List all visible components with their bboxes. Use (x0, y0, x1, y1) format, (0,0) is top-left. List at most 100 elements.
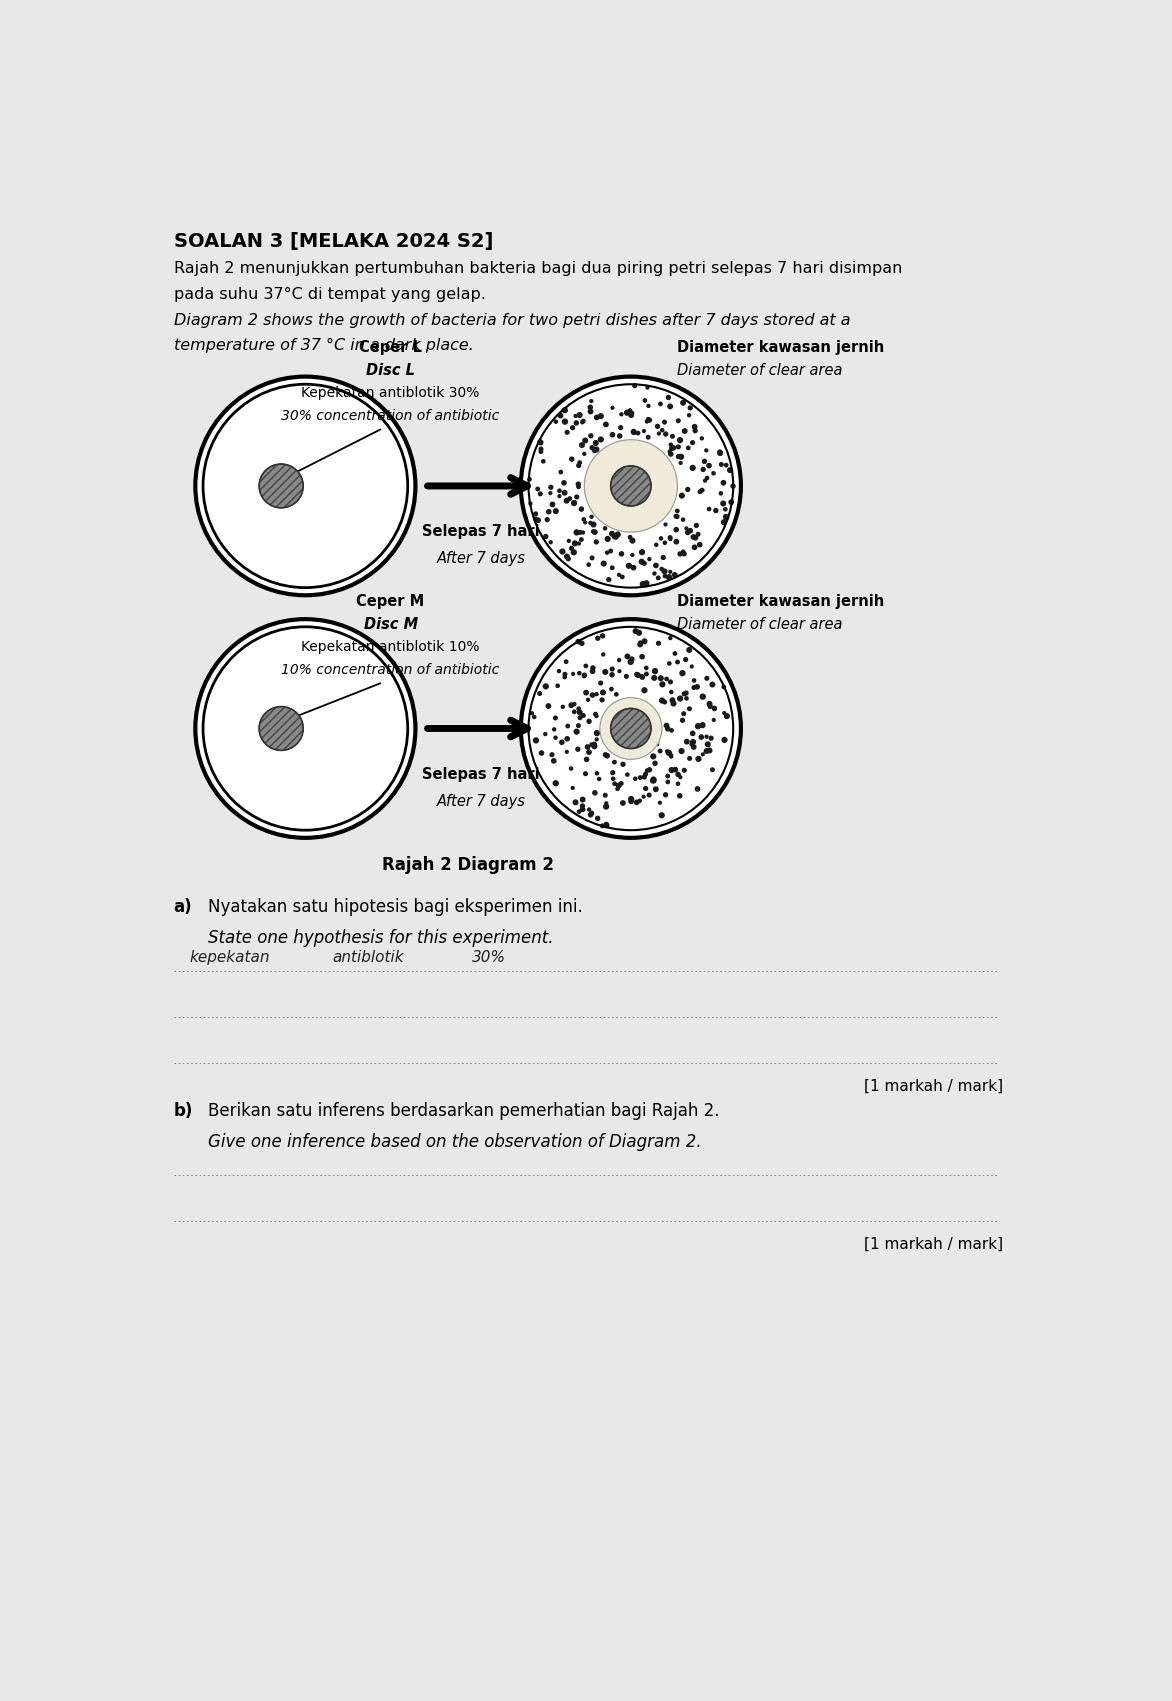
Circle shape (577, 485, 580, 488)
Circle shape (665, 522, 667, 526)
Circle shape (582, 674, 586, 677)
Circle shape (588, 813, 593, 816)
Circle shape (711, 471, 715, 475)
Text: Selepas 7 hari: Selepas 7 hari (422, 524, 540, 539)
Circle shape (710, 682, 715, 687)
Circle shape (650, 779, 654, 782)
Circle shape (553, 509, 558, 514)
Circle shape (707, 463, 711, 468)
Circle shape (577, 464, 580, 468)
Circle shape (657, 432, 660, 435)
Circle shape (722, 686, 725, 689)
Circle shape (574, 420, 578, 425)
Circle shape (578, 461, 581, 464)
Text: After 7 days: After 7 days (437, 794, 526, 810)
Circle shape (677, 794, 682, 798)
Circle shape (696, 532, 700, 536)
Circle shape (674, 514, 677, 517)
Text: Rajah 2 Diagram 2: Rajah 2 Diagram 2 (382, 856, 554, 874)
Circle shape (539, 447, 543, 451)
Circle shape (573, 703, 575, 706)
Circle shape (669, 452, 673, 456)
Circle shape (568, 497, 572, 500)
Circle shape (577, 413, 582, 417)
Circle shape (682, 429, 687, 434)
Circle shape (599, 413, 604, 418)
Circle shape (682, 692, 686, 696)
Circle shape (690, 731, 695, 735)
Text: Diameter of clear area: Diameter of clear area (677, 362, 843, 378)
Circle shape (534, 512, 538, 515)
Circle shape (666, 726, 670, 731)
Circle shape (558, 413, 563, 418)
Circle shape (684, 740, 689, 743)
Circle shape (604, 805, 608, 810)
Circle shape (643, 772, 647, 776)
Circle shape (566, 556, 571, 561)
Circle shape (574, 495, 579, 498)
Circle shape (591, 692, 594, 697)
Circle shape (565, 430, 570, 434)
Circle shape (722, 521, 727, 524)
Circle shape (594, 731, 599, 735)
Circle shape (570, 458, 574, 461)
Circle shape (646, 386, 649, 390)
Circle shape (563, 418, 567, 424)
Circle shape (595, 692, 598, 696)
Circle shape (669, 444, 673, 446)
Circle shape (605, 822, 608, 827)
Text: Berikan satu inferens berdasarkan pemerhatian bagi Rajah 2.: Berikan satu inferens berdasarkan pemerh… (209, 1102, 720, 1119)
Circle shape (706, 677, 709, 680)
Circle shape (601, 561, 606, 566)
Circle shape (598, 777, 601, 781)
Circle shape (533, 738, 538, 743)
Circle shape (695, 788, 700, 791)
Circle shape (538, 692, 541, 696)
Circle shape (626, 772, 629, 776)
Circle shape (697, 543, 702, 546)
Circle shape (693, 544, 696, 549)
Circle shape (595, 636, 600, 640)
Circle shape (636, 432, 640, 435)
Circle shape (581, 714, 585, 718)
Circle shape (673, 651, 676, 655)
Text: Disc L: Disc L (366, 362, 415, 378)
Circle shape (585, 757, 588, 762)
Text: After 7 days: After 7 days (437, 551, 526, 566)
Circle shape (558, 670, 560, 672)
Circle shape (606, 551, 608, 555)
Circle shape (600, 697, 662, 759)
Circle shape (577, 481, 580, 486)
Circle shape (731, 485, 735, 488)
Circle shape (571, 549, 577, 555)
Circle shape (661, 429, 663, 432)
Circle shape (560, 549, 565, 555)
Circle shape (690, 441, 695, 444)
Circle shape (538, 441, 543, 444)
Circle shape (718, 451, 722, 456)
Circle shape (682, 549, 684, 553)
Circle shape (704, 449, 708, 452)
Circle shape (611, 407, 614, 410)
Circle shape (601, 691, 605, 694)
Circle shape (558, 490, 561, 492)
Circle shape (690, 466, 695, 469)
Circle shape (577, 725, 580, 728)
Circle shape (676, 446, 680, 449)
Circle shape (579, 507, 584, 512)
Circle shape (652, 675, 656, 680)
Circle shape (605, 754, 609, 759)
Circle shape (691, 686, 696, 689)
Circle shape (599, 680, 602, 686)
Circle shape (591, 556, 594, 560)
Circle shape (668, 536, 672, 539)
Circle shape (676, 454, 680, 458)
Circle shape (575, 747, 580, 752)
Circle shape (662, 420, 667, 424)
Circle shape (631, 553, 634, 556)
Circle shape (602, 670, 607, 674)
Circle shape (679, 776, 682, 779)
Circle shape (594, 415, 599, 420)
Circle shape (628, 536, 632, 539)
Circle shape (642, 687, 647, 692)
